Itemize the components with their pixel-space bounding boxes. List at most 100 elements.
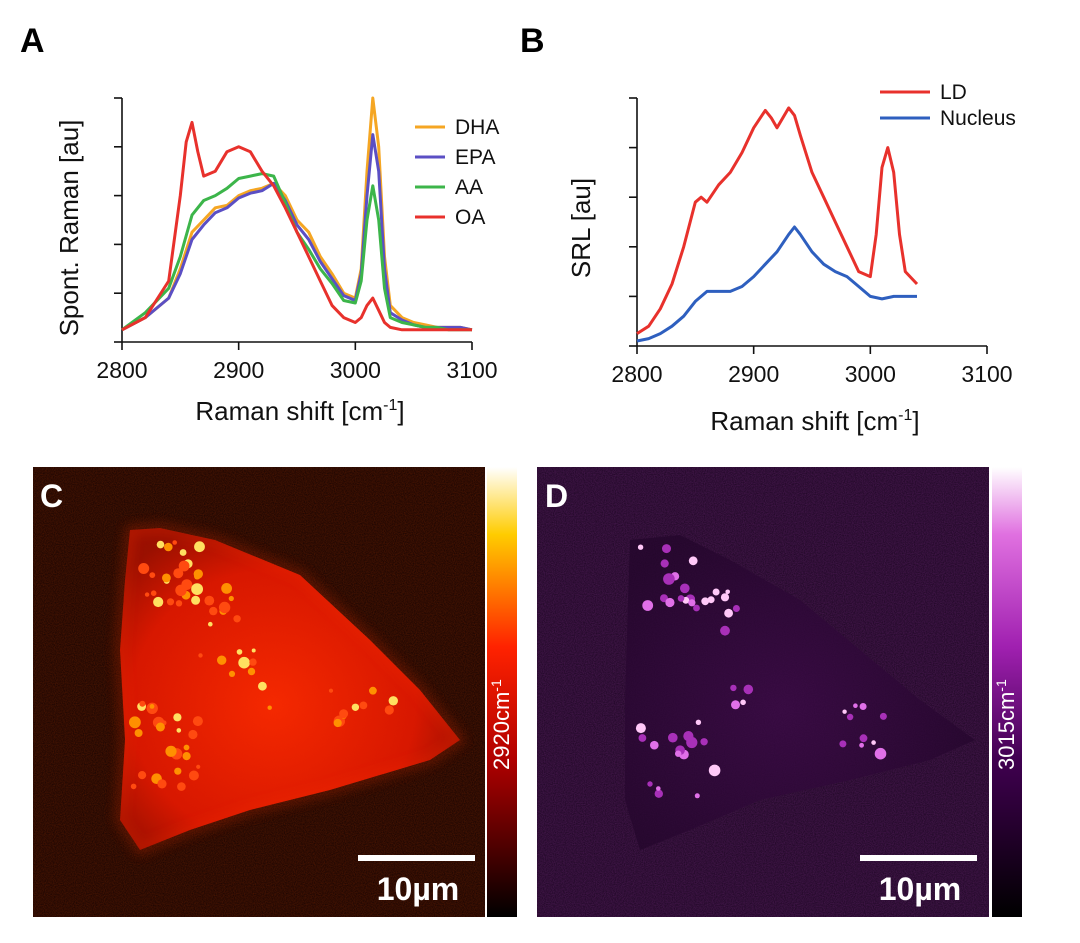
droplet [193, 569, 203, 579]
droplet [351, 703, 360, 711]
droplet [175, 584, 187, 596]
legend-label-dha: DHA [455, 116, 499, 139]
droplet [660, 559, 669, 568]
droplet [165, 745, 177, 757]
x-tick-label: 3000 [330, 357, 381, 383]
droplet [209, 606, 218, 616]
droplet [675, 750, 682, 757]
droplet [333, 718, 342, 728]
x-tick-label: 2800 [611, 361, 662, 387]
droplet [179, 549, 187, 556]
scale-label-c: 10µm [377, 871, 459, 907]
droplet [138, 563, 150, 574]
droplet [654, 789, 663, 798]
droplet [842, 709, 847, 714]
droplet [221, 583, 233, 594]
droplet [665, 597, 675, 608]
droplet [853, 703, 858, 708]
series-line-aa [121, 172, 472, 332]
colorbar-c [487, 467, 517, 917]
droplet [637, 544, 644, 550]
droplet [879, 712, 887, 720]
droplet [174, 767, 182, 775]
scale-bar-c [358, 855, 475, 861]
x-tick-label: 3000 [845, 361, 896, 387]
droplet [182, 752, 191, 761]
droplet [871, 740, 876, 745]
droplet [194, 541, 205, 553]
droplet [149, 704, 155, 709]
colorbar-c-label: 2920cm-1 [488, 679, 514, 770]
chart-a-ylabel: Spont. Raman [au] [54, 120, 84, 337]
droplet [175, 600, 183, 607]
droplet [388, 696, 398, 706]
series-line-nucleus [636, 225, 917, 343]
droplet [635, 723, 646, 734]
droplet [191, 595, 201, 605]
droplet [228, 670, 236, 678]
droplet [196, 764, 201, 769]
x-tick-label: 2900 [213, 357, 264, 383]
droplet [139, 700, 146, 707]
droplet [188, 770, 199, 781]
droplet [162, 573, 171, 583]
droplet [731, 700, 740, 710]
droplet [680, 583, 690, 594]
droplet [258, 681, 267, 691]
droplet [839, 740, 847, 748]
droplet [153, 596, 164, 608]
droplet [694, 793, 700, 799]
droplet [668, 732, 678, 743]
droplet [183, 744, 190, 751]
droplet [874, 747, 887, 760]
image-c: C 10µm [33, 467, 485, 917]
image-d: D 10µm [537, 467, 989, 917]
droplet [677, 595, 685, 602]
droplet [218, 601, 231, 614]
droplet [191, 583, 204, 595]
droplet [173, 713, 182, 722]
droplet [732, 605, 740, 612]
legend-label-oa: OA [455, 206, 485, 229]
droplet [247, 667, 256, 676]
droplet [642, 600, 654, 611]
x-tick-label: 3100 [446, 357, 497, 383]
droplet [156, 540, 165, 549]
droplet [177, 782, 186, 791]
lipid-droplets-c [129, 540, 398, 791]
droplet [178, 560, 190, 572]
droplet [725, 589, 730, 595]
droplet [267, 705, 272, 710]
droplet [149, 572, 156, 578]
droplet [328, 688, 334, 693]
droplet [208, 621, 213, 627]
colorbar-d-label: 3015cm-1 [993, 679, 1019, 770]
chart-a-axes: 2800 2900 3000 3100 [96, 97, 498, 383]
panel-letter-b: B [520, 22, 545, 60]
chart-b-axes: 2800 2900 3000 3100 [611, 97, 1013, 387]
cell-c [120, 528, 460, 850]
chart-a-xlabel: Raman shift [cm-1] [195, 396, 404, 426]
series-line-oa [121, 120, 472, 332]
droplet [238, 656, 250, 669]
droplet [730, 684, 737, 692]
droplet [369, 686, 377, 695]
chart-b-legend: LD Nucleus [880, 81, 1016, 130]
series-line-ld [636, 106, 919, 335]
series-line-dha [121, 96, 473, 332]
droplet [172, 540, 177, 545]
droplet [150, 590, 157, 596]
droplet [740, 699, 746, 706]
droplet [164, 542, 173, 552]
chart-b-ylabel: SRL [au] [566, 178, 596, 278]
droplet [724, 608, 733, 618]
image-c-letter: C [40, 478, 63, 514]
droplet [846, 713, 854, 721]
legend-label-ld: LD [940, 81, 967, 104]
droplet [173, 568, 184, 579]
scale-bar-d [860, 855, 977, 861]
droplet [700, 738, 708, 746]
scale-label-d: 10µm [879, 871, 961, 907]
droplet [166, 598, 175, 606]
